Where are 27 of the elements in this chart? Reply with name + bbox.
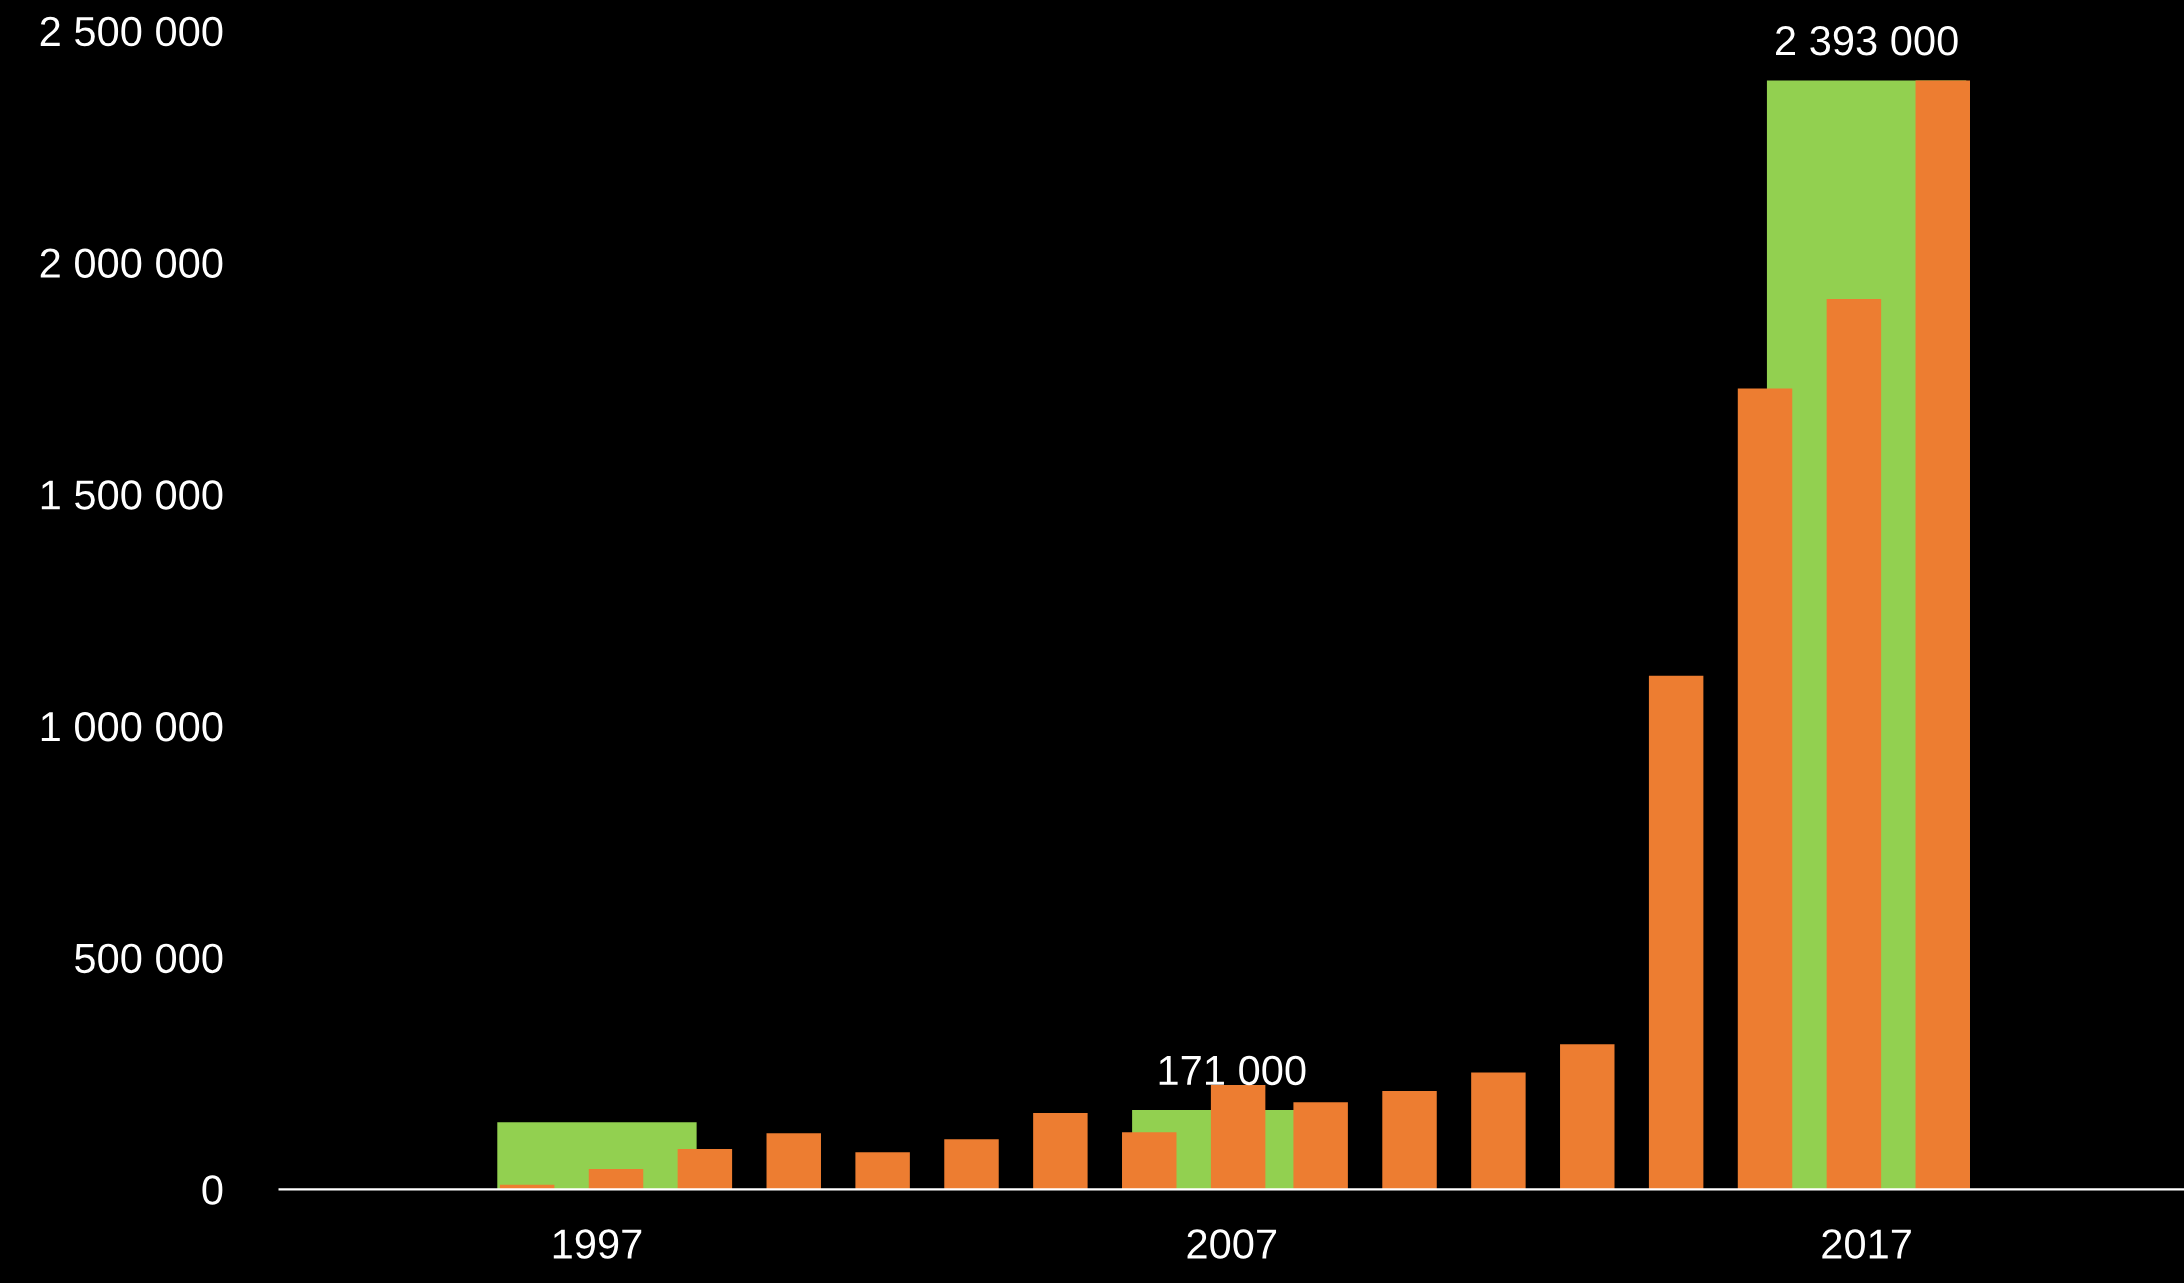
bar [1826,299,1882,1190]
bar [1382,1091,1437,1190]
y-tick-label: 0 [202,1175,223,1205]
y-tick-label: 2 500 000 [40,16,223,47]
bar [944,1139,999,1190]
x-tick-label: 1997 [553,1229,642,1259]
bar [1915,80,1970,1190]
bar [1737,388,1793,1190]
y-tick-label: 1 500 000 [41,480,223,510]
bar [855,1152,910,1190]
data-label: 2 393 000 [1776,25,1958,56]
y-tick-label: 500 000 [75,943,223,974]
x-tick-label: 2007 [1187,1229,1277,1259]
bar [1560,1044,1615,1190]
bar [588,1168,644,1190]
bar [766,1133,821,1190]
y-tick-label: 1 000 000 [41,711,223,742]
bar [1033,1112,1088,1190]
bar [677,1149,733,1190]
data-label: 171 000 [1159,1055,1306,1086]
bar [1648,675,1704,1190]
bar [1293,1102,1348,1190]
bar [1210,1085,1266,1190]
bar [1122,1132,1177,1190]
x-tick-label: 2017 [1822,1229,1911,1259]
y-tick-label: 2 000 000 [40,248,223,279]
bar [1471,1072,1526,1190]
